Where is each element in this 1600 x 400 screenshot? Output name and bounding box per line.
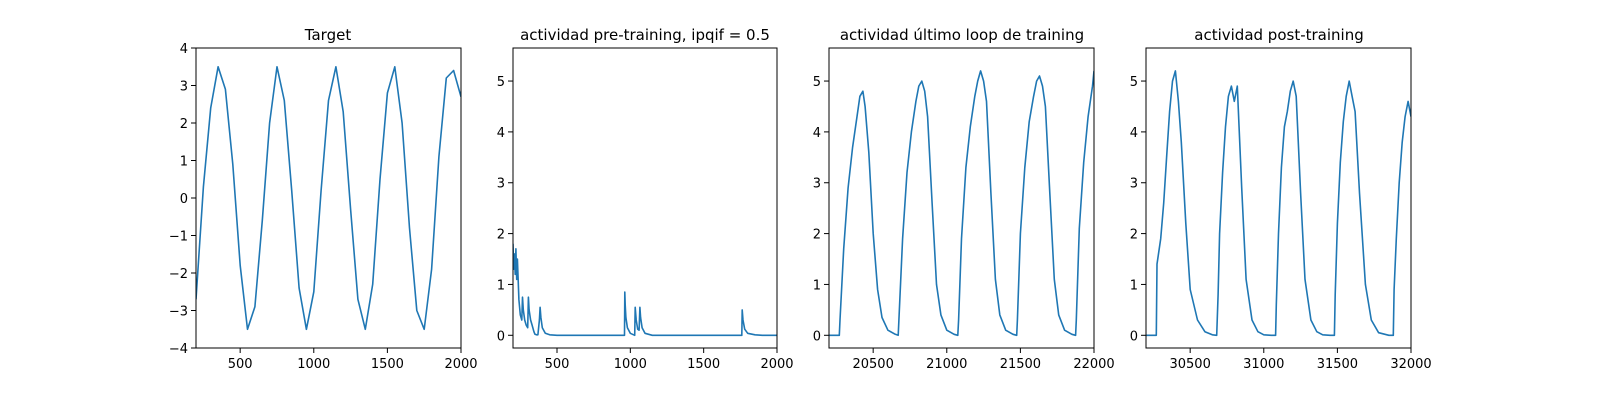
y-tick-label: 2 — [180, 117, 188, 132]
y-tick-label: 1 — [1130, 278, 1138, 293]
x-tick-label: 22000 — [1073, 357, 1114, 372]
subplot-last-training-loop: actividad último loop de training 20500 2… — [813, 26, 1115, 372]
subplot-title: actividad último loop de training — [840, 26, 1084, 44]
x-tick-label: 31000 — [1243, 357, 1284, 372]
subplot-title: Target — [304, 26, 352, 44]
plot-frame — [512, 47, 778, 349]
x-tick-label: 500 — [545, 357, 570, 372]
y-tick-label: −4 — [169, 342, 188, 357]
axis-layer: 20500 21000 21500 22000 0 1 2 3 4 5 — [813, 75, 1115, 372]
y-tick-label: 0 — [497, 329, 505, 344]
subplot-target: Target 500 1000 1500 2000 −4 −3 −2 −1 0 1 2 3 4 — [169, 26, 478, 372]
x-tick-label: 21000 — [926, 357, 967, 372]
y-tick-label: 4 — [813, 126, 821, 141]
x-tick-label: 20500 — [852, 357, 893, 372]
y-tick-label: 1 — [813, 278, 821, 293]
series-layer — [513, 243, 777, 337]
y-tick-label: 4 — [1130, 126, 1138, 141]
x-tick-label: 30500 — [1169, 357, 1210, 372]
y-tick-label: −1 — [169, 230, 188, 245]
x-tick-label: 500 — [228, 357, 253, 372]
y-tick-label: 2 — [1130, 228, 1138, 243]
series-line — [829, 70, 1094, 337]
series-line — [196, 66, 461, 331]
x-tick-label: 32000 — [1390, 357, 1431, 372]
plot-frame — [828, 47, 1095, 349]
y-tick-label: 1 — [180, 155, 188, 170]
axis-layer: 30500 31000 31500 32000 0 1 2 3 4 5 — [1130, 75, 1432, 372]
plot-frame — [195, 47, 462, 349]
y-tick-label: 0 — [1130, 329, 1138, 344]
axis-layer: 500 1000 1500 2000 −4 −3 −2 −1 0 1 2 3 4 — [169, 42, 478, 372]
x-tick-label: 1000 — [614, 357, 647, 372]
y-tick-label: 3 — [1130, 177, 1138, 192]
series-layer — [196, 66, 461, 331]
x-tick-label: 1500 — [687, 357, 720, 372]
y-tick-label: 0 — [180, 192, 188, 207]
series-line — [513, 243, 777, 337]
subplot-title: actividad post-training — [1194, 26, 1363, 44]
y-tick-label: 1 — [497, 278, 505, 293]
x-tick-label: 21500 — [1000, 357, 1041, 372]
subplot-post-training: actividad post-training 30500 31000 31500 3… — [1130, 26, 1432, 372]
x-tick-label: 1500 — [371, 357, 404, 372]
axis-layer: 500 1000 1500 2000 0 1 2 3 4 5 — [497, 75, 794, 372]
y-tick-label: 2 — [497, 228, 505, 243]
y-tick-label: 0 — [813, 329, 821, 344]
x-tick-label: 31500 — [1317, 357, 1358, 372]
y-tick-label: 3 — [497, 177, 505, 192]
y-tick-label: 5 — [813, 75, 821, 90]
x-tick-label: 2000 — [760, 357, 793, 372]
series-layer — [1146, 70, 1411, 337]
plot-frame — [1145, 47, 1412, 349]
y-tick-label: 5 — [1130, 75, 1138, 90]
y-tick-label: −2 — [169, 267, 188, 282]
series-layer — [829, 70, 1094, 337]
y-tick-label: 4 — [180, 42, 188, 57]
y-tick-label: 3 — [813, 177, 821, 192]
y-tick-label: 4 — [497, 126, 505, 141]
y-tick-label: −3 — [169, 305, 188, 320]
subplot-pre-training: actividad pre-training, ipqif = 0.5 500 1… — [497, 26, 794, 372]
subplot-title: actividad pre-training, ipqif = 0.5 — [520, 26, 770, 44]
y-tick-label: 2 — [813, 228, 821, 243]
y-tick-label: 3 — [180, 80, 188, 95]
x-tick-label: 1000 — [297, 357, 330, 372]
x-tick-label: 2000 — [444, 357, 477, 372]
series-line — [1146, 70, 1411, 337]
y-tick-label: 5 — [497, 75, 505, 90]
